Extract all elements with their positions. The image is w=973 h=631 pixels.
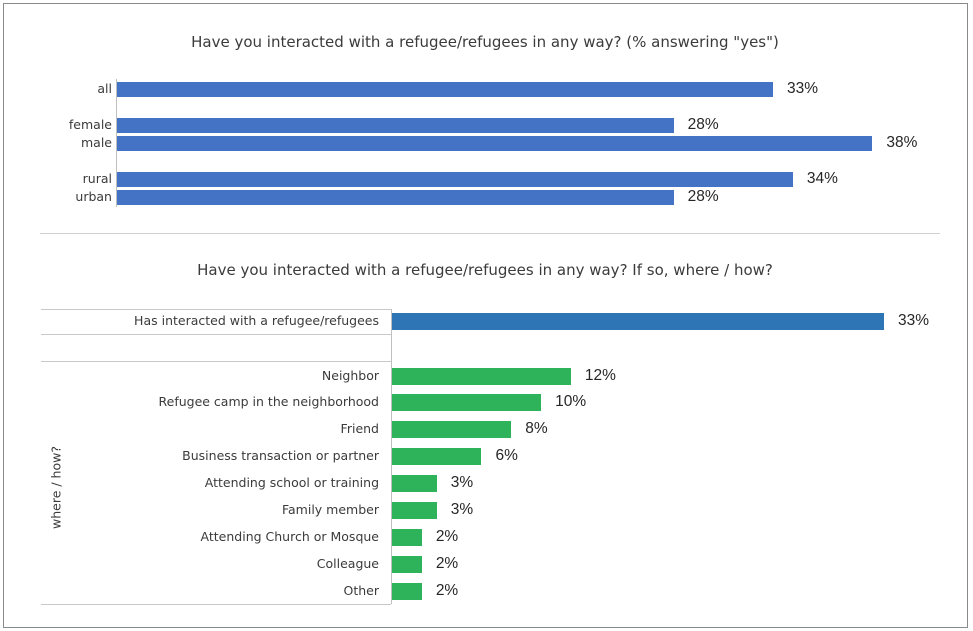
category-box-top-line	[41, 309, 391, 310]
bar-female	[117, 117, 674, 133]
category-box-bottom-line	[41, 604, 391, 605]
bar-urban	[117, 189, 674, 205]
category-label-male: male	[81, 135, 112, 150]
value-label-female: 28%	[687, 116, 719, 133]
bar-other	[392, 582, 422, 600]
bar-attending-school-or-training	[392, 474, 437, 492]
value-label-neighbor: 12%	[584, 367, 616, 384]
bar-rural	[117, 171, 793, 187]
bar-friend	[392, 420, 512, 438]
category-label-urban: urban	[75, 189, 112, 204]
value-label-colleague: 2%	[435, 555, 459, 572]
category-box-line-2	[41, 361, 391, 362]
category-label-refugee-camp-in-the-neighborhood: Refugee camp in the neighborhood	[158, 394, 380, 409]
category-box-line	[41, 334, 391, 335]
bar-male	[117, 135, 873, 151]
value-label-all: 33%	[787, 80, 819, 97]
bar-family-member	[392, 501, 437, 519]
category-label-friend: Friend	[340, 421, 379, 436]
value-label-male: 38%	[886, 134, 918, 151]
chart-2-title: Have you interacted with a refugee/refug…	[197, 261, 773, 279]
value-label-business-transaction-or-partner: 6%	[495, 447, 518, 464]
bar-attending-church-or-mosque	[392, 528, 422, 546]
category-label-attending-church-or-mosque: Attending Church or Mosque	[200, 529, 379, 544]
value-label-attending-church-or-mosque: 2%	[435, 528, 459, 545]
category-label-female: female	[68, 117, 112, 132]
value-label-has-interacted-with-a-refugee-refugees: 33%	[898, 312, 930, 329]
value-label-friend: 8%	[525, 420, 548, 437]
category-label-attending-school-or-training: Attending school or training	[204, 475, 379, 490]
bar-all	[117, 81, 773, 97]
value-label-rural: 34%	[806, 170, 838, 187]
chart-1-axis	[116, 79, 117, 207]
category-label-neighbor: Neighbor	[321, 368, 379, 383]
category-label-other: Other	[343, 583, 380, 598]
bar-refugee-camp-in-the-neighborhood	[392, 393, 542, 411]
chart-frame: Have you interacted with a refugee/refug…	[3, 3, 968, 628]
bar-colleague	[392, 555, 422, 573]
chart-1-title: Have you interacted with a refugee/refug…	[191, 33, 779, 51]
value-label-attending-school-or-training: 3%	[450, 474, 474, 491]
category-label-rural: rural	[82, 171, 112, 186]
bar-has-interacted-with-a-refugee-refugees	[392, 312, 884, 330]
bar-neighbor	[392, 367, 571, 385]
category-label-business-transaction-or-partner: Business transaction or partner	[182, 448, 379, 463]
category-label-family-member: Family member	[281, 502, 379, 517]
value-label-other: 2%	[435, 582, 459, 599]
chart-2-axis	[391, 309, 392, 604]
where-how-group-label: where / how?	[48, 446, 64, 529]
category-label-has-interacted-with-a-refugee-refugees: Has interacted with a refugee/refugees	[134, 313, 379, 328]
category-label-colleague: Colleague	[316, 556, 379, 571]
value-label-refugee-camp-in-the-neighborhood: 10%	[555, 393, 587, 410]
bar-business-transaction-or-partner	[392, 447, 482, 465]
value-label-family-member: 3%	[450, 501, 474, 518]
value-label-urban: 28%	[687, 188, 719, 205]
category-label-all: all	[97, 81, 112, 96]
section-divider	[40, 233, 940, 234]
